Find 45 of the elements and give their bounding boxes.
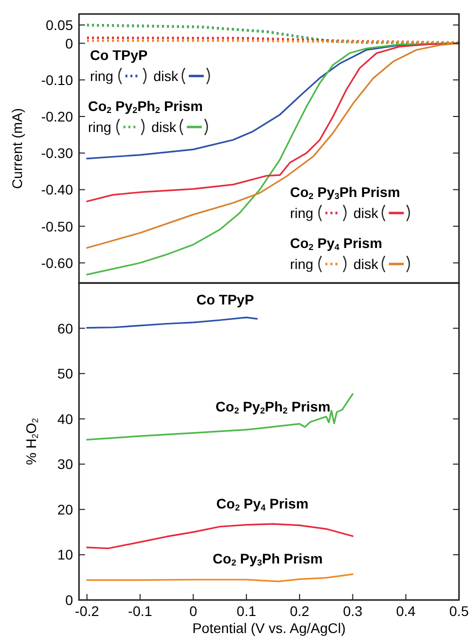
y-tick-label: -0.50 bbox=[41, 218, 74, 234]
x-tick-label: 0.3 bbox=[342, 603, 363, 619]
y-tick-label: -0.10 bbox=[41, 72, 74, 88]
line-series bbox=[86, 316, 258, 329]
x-axis-title: Potential (V vs. Ag/AgCl) bbox=[192, 620, 346, 636]
y-tick-label: -0.20 bbox=[41, 108, 74, 124]
annotation: Co TPyP bbox=[90, 47, 148, 63]
y-tick-label: 30 bbox=[57, 456, 74, 472]
y-tick-label: 0 bbox=[65, 592, 74, 608]
series-label: Co TPyP bbox=[196, 292, 254, 308]
x-tick-label: -0.2 bbox=[74, 603, 100, 619]
series-label: Co$_{2}$ Py$_{3}$Ph Prism bbox=[212, 550, 323, 568]
line-series bbox=[86, 573, 354, 582]
annotation: Co$_{2}$ Py$_{4}$ Prism bbox=[290, 235, 382, 252]
y-tick-label: 40 bbox=[57, 410, 74, 427]
y-tick-label: 50 bbox=[57, 366, 74, 382]
series-label: Co$_{2}$ Py$_{2}$Ph$_{2}$ Prism bbox=[216, 398, 330, 416]
y-tick-label: 0.05 bbox=[46, 16, 74, 33]
annotation: disk bbox=[151, 119, 178, 135]
annotation: disk bbox=[353, 256, 380, 272]
series-label: Co$_{2}$ Py$_{4}$ Prism bbox=[216, 496, 308, 513]
x-tick-label: 0.1 bbox=[236, 603, 256, 619]
annotation: disk bbox=[353, 205, 380, 221]
x-tick-label: 0.4 bbox=[396, 603, 416, 619]
x-tick-label: -0.1 bbox=[128, 603, 152, 619]
x-tick-label: 0.5 bbox=[449, 603, 469, 619]
annotation: ring bbox=[290, 205, 314, 221]
annotation: Co$_{2}$ Py$_{2}$Ph$_{2}$ Prism bbox=[88, 98, 203, 116]
y-tick-label: 0 bbox=[65, 35, 74, 52]
annotation: Co$_{2}$ Py$_{3}$Ph Prism bbox=[290, 184, 400, 202]
y-tick-label: 60 bbox=[57, 320, 74, 336]
annotation: ring bbox=[88, 119, 112, 135]
x-tick-label: 0.2 bbox=[290, 603, 310, 619]
y-axis-title: Current (mA) bbox=[9, 108, 25, 189]
y-tick-label: -0.30 bbox=[41, 145, 74, 162]
y-tick-label: -0.60 bbox=[41, 254, 74, 271]
annotation: ring bbox=[90, 68, 114, 84]
annotation: ring bbox=[290, 256, 314, 272]
y-tick-label: -0.40 bbox=[41, 182, 74, 198]
y-tick-label: 10 bbox=[57, 546, 74, 563]
line-series bbox=[86, 393, 354, 440]
line-series bbox=[86, 523, 354, 550]
y-tick-label: 20 bbox=[57, 501, 74, 518]
annotation: disk bbox=[153, 68, 180, 84]
x-tick-label: 0 bbox=[189, 603, 198, 619]
